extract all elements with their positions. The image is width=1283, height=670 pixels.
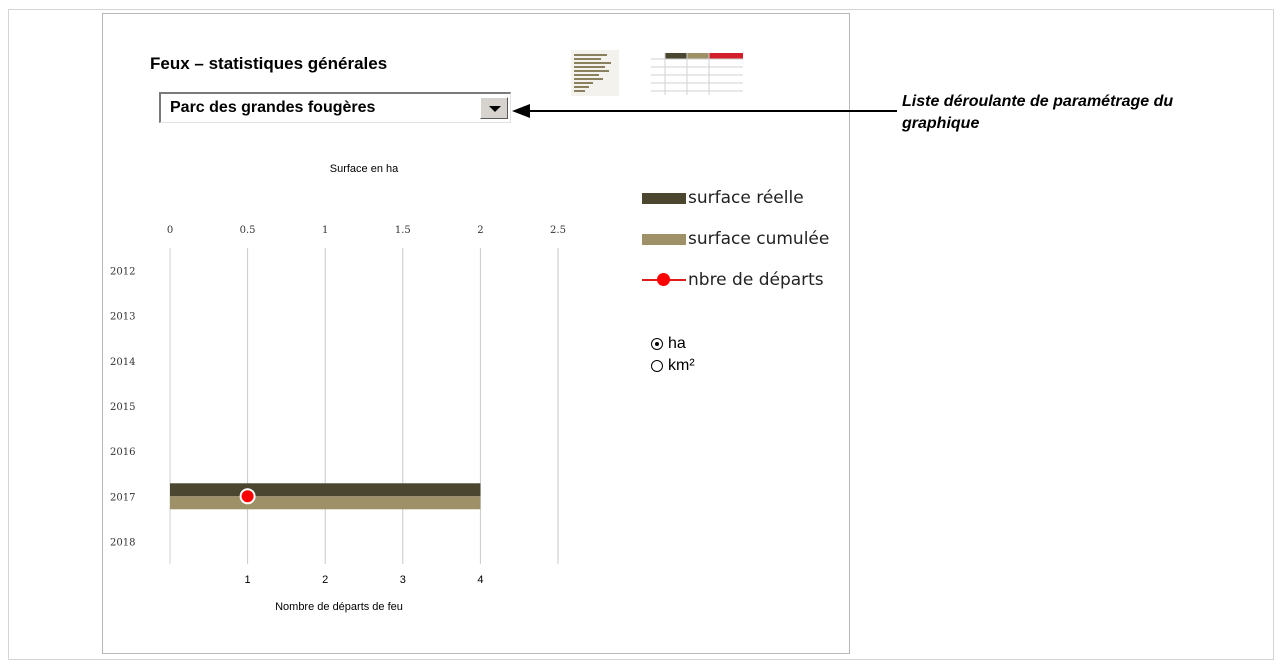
y-category-label: 2012	[110, 267, 135, 278]
x-bottom-tick-label: 4	[477, 574, 483, 586]
park-select-dropdown[interactable]: Parc des grandes fougères	[159, 92, 511, 123]
unit-radio-ha[interactable]: ha	[651, 333, 695, 355]
radio-checked-icon[interactable]	[651, 338, 663, 350]
dropdown-annotation: Liste déroulante de paramétrage du graph…	[902, 93, 1174, 132]
x-top-tick-label: 2.5	[550, 225, 566, 236]
x-bottom-tick-label: 2	[322, 574, 328, 586]
unit-radio-km2[interactable]: km²	[651, 355, 695, 377]
legend-item-surface-reelle: surface réelle	[642, 188, 804, 208]
y-category-label: 2014	[110, 357, 135, 368]
unit-radio-group: ha km²	[651, 333, 695, 377]
legend-item-surface-cumulee: surface cumulée	[642, 229, 829, 249]
y-category-label: 2015	[110, 402, 135, 413]
x-top-axis-title: Surface en ha	[330, 163, 399, 175]
legend-swatch-surface-cumulee	[642, 233, 686, 245]
x-top-tick-label: 0.5	[240, 225, 256, 236]
x-top-tick-label: 2	[477, 225, 483, 236]
dropdown-arrow-button[interactable]	[480, 97, 508, 119]
legend-label: nbre de départs	[688, 270, 824, 290]
chart-legend: surface réelle surface cumulée nbre de d…	[633, 183, 849, 311]
x-bottom-tick-label: 3	[400, 574, 406, 586]
bar-surface-reelle	[170, 483, 481, 497]
y-category-label: 2013	[110, 312, 135, 323]
data-table-thumbnail-icon[interactable]	[649, 51, 745, 97]
point-nbre-departs	[239, 488, 256, 505]
radio-unchecked-icon[interactable]	[651, 360, 663, 372]
x-bottom-axis-title: Nombre de départs de feu	[275, 601, 403, 613]
x-top-tick-label: 1.5	[395, 225, 411, 236]
bar-surface-cumulee	[170, 496, 481, 510]
y-category-label: 2017	[110, 492, 135, 503]
surface-bar-chart: Surface en ha 0 0.5 1 1.5 2 2.5 2012 2013 2014 201…	[110, 163, 566, 613]
y-category-label: 2016	[110, 447, 135, 458]
legend-marker-nbre-departs	[642, 273, 686, 287]
park-select-value: Parc des grandes fougères	[170, 99, 376, 116]
y-category-label: 2018	[110, 537, 135, 548]
x-top-tick-label: 1	[322, 225, 328, 236]
unit-label-km2: km²	[668, 357, 695, 374]
x-bottom-tick-label: 1	[245, 574, 251, 586]
page-frame	[8, 9, 1274, 660]
page-title: Feux – statistiques générales	[150, 54, 388, 73]
chevron-down-icon	[489, 106, 501, 112]
unit-label-ha: ha	[668, 335, 686, 352]
legend-swatch-surface-reelle	[642, 192, 686, 204]
legend-item-nbre-departs: nbre de départs	[642, 270, 824, 290]
x-top-tick-label: 0	[167, 225, 173, 236]
text-lines-thumbnail-icon[interactable]	[571, 50, 619, 96]
legend-label: surface cumulée	[688, 229, 830, 249]
legend-label: surface réelle	[688, 188, 804, 208]
